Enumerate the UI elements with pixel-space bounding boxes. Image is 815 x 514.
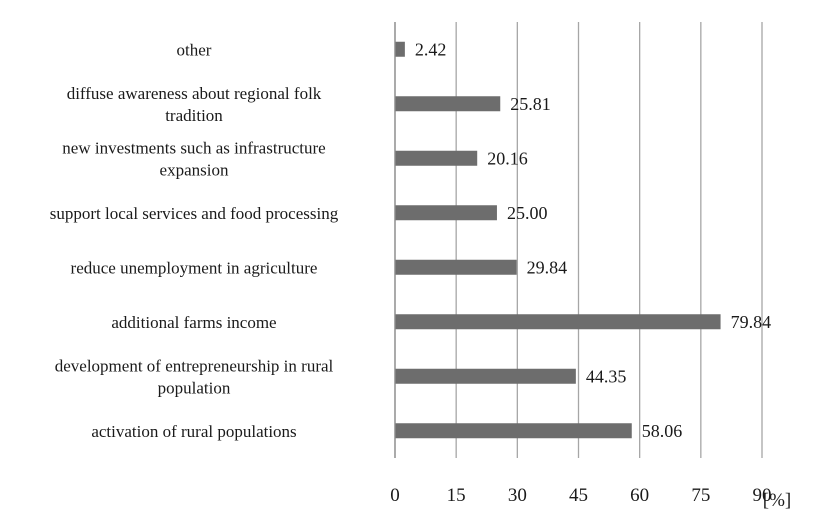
x-tick-label: 90: [753, 485, 772, 506]
category-label: development of entrepreneurship in rural…: [55, 356, 334, 397]
data-label: 20.16: [487, 148, 528, 168]
category-label-line: reduce unemployment in agriculture: [71, 258, 318, 277]
value-labels: 2.42 25.81 20.16 25.00 29.84 79.84 44.35 58.06: [415, 39, 771, 441]
bar: [395, 150, 478, 166]
data-label: 2.42: [415, 39, 447, 59]
bar: [395, 96, 501, 112]
category-label: diffuse awareness about regional folk tra…: [67, 84, 322, 125]
bar: [395, 314, 721, 330]
x-tick-label: 15: [447, 485, 466, 506]
category-label-line: new investments such as infrastructure: [62, 138, 325, 157]
x-tick-label: 30: [508, 485, 527, 506]
x-tick-label: 45: [569, 485, 588, 506]
category-label-line: additional farms income: [111, 313, 276, 332]
category-label-line: diffuse awareness about regional folk: [67, 84, 322, 103]
category-label: support local services and food processi…: [50, 204, 339, 223]
x-tick-label: 60: [630, 485, 649, 506]
category-label-line: development of entrepreneurship in rural: [55, 356, 334, 375]
category-label-line: tradition: [165, 106, 223, 125]
category-label: additional farms income: [111, 313, 276, 332]
data-label: 58.06: [642, 421, 683, 441]
bar: [395, 368, 576, 384]
category-labels: other diffuse awareness about regional fo…: [50, 40, 339, 441]
bar: [395, 41, 405, 57]
bar: [395, 423, 632, 439]
data-label: 25.00: [507, 203, 548, 223]
data-label: 44.35: [586, 366, 627, 386]
axis: 0 15 30 45 60 75 90: [390, 22, 772, 506]
data-label: 25.81: [510, 94, 551, 114]
category-label: reduce unemployment in agriculture: [71, 258, 318, 277]
category-label-line: activation of rural populations: [91, 422, 296, 441]
category-label-line: expansion: [160, 160, 229, 179]
data-label: 29.84: [527, 257, 568, 277]
x-tick-label: 0: [390, 485, 400, 506]
category-label: activation of rural populations: [91, 422, 296, 441]
x-tick-label: 75: [691, 485, 710, 506]
category-label-line: other: [177, 40, 212, 59]
data-label: 79.84: [731, 312, 772, 332]
category-label-line: population: [158, 378, 231, 397]
category-label-line: support local services and food processi…: [50, 204, 339, 223]
gridlines: [394, 22, 763, 458]
category-label: new investments such as infrastructure ex…: [62, 138, 325, 179]
bar: [395, 259, 517, 275]
bars: [395, 41, 721, 439]
category-label: other: [177, 40, 212, 59]
x-axis-unit-label: [%]: [763, 490, 791, 511]
bar: [395, 205, 497, 221]
